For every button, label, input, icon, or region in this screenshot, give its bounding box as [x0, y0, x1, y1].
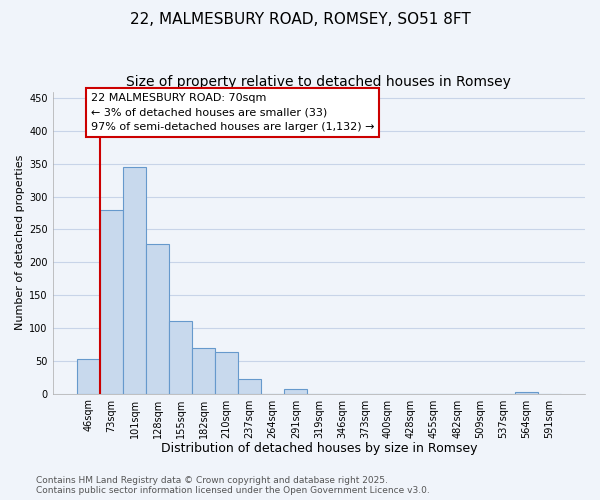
Bar — [192, 348, 215, 394]
Title: Size of property relative to detached houses in Romsey: Size of property relative to detached ho… — [127, 75, 511, 89]
Bar — [515, 392, 538, 394]
Bar — [77, 360, 100, 394]
Y-axis label: Number of detached properties: Number of detached properties — [15, 155, 25, 330]
Bar — [123, 167, 146, 394]
Bar — [215, 352, 238, 394]
Text: Contains HM Land Registry data © Crown copyright and database right 2025.
Contai: Contains HM Land Registry data © Crown c… — [36, 476, 430, 495]
Bar — [169, 322, 192, 394]
Bar — [100, 210, 123, 394]
Bar — [238, 379, 261, 394]
Bar — [284, 389, 307, 394]
Bar — [146, 244, 169, 394]
Text: 22, MALMESBURY ROAD, ROMSEY, SO51 8FT: 22, MALMESBURY ROAD, ROMSEY, SO51 8FT — [130, 12, 470, 28]
X-axis label: Distribution of detached houses by size in Romsey: Distribution of detached houses by size … — [161, 442, 477, 455]
Text: 22 MALMESBURY ROAD: 70sqm
← 3% of detached houses are smaller (33)
97% of semi-d: 22 MALMESBURY ROAD: 70sqm ← 3% of detach… — [91, 93, 374, 132]
